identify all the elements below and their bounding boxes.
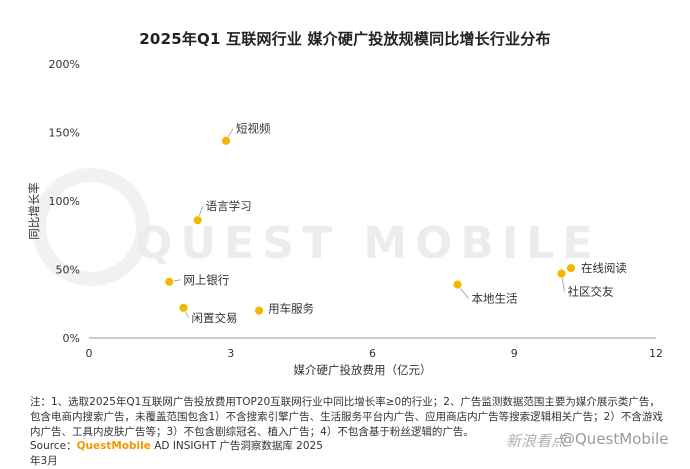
handle-watermark: @QuestMobile — [560, 430, 669, 448]
data-point-label: 闲置交易 — [192, 311, 238, 325]
x-tick-label: 9 — [511, 347, 518, 360]
data-point — [164, 276, 175, 287]
y-tick-label: 150% — [49, 127, 80, 140]
data-point-label: 网上银行 — [183, 273, 229, 287]
data-point-label: 社区交友 — [568, 285, 614, 299]
footnote: 注：1、选取2025年Q1互联网广告投放费用TOP20互联网行业中同比增长率≥0… — [30, 396, 663, 438]
source-prefix: Source： — [30, 440, 77, 452]
data-point — [192, 215, 203, 226]
y-tick-label: 0% — [63, 332, 80, 345]
y-tick-label: 100% — [49, 195, 80, 208]
y-tick-label: 200% — [49, 58, 80, 71]
data-point-label: 用车服务 — [268, 302, 314, 316]
data-point-label: 在线阅读 — [581, 261, 627, 275]
scatter-chart: 0 3 6 9 12 0% 50% 100% 150% 200% 媒介硬广投放费用（亿元） 同比增长率… — [27, 58, 663, 377]
chart-title: 2025年Q1 互联网行业 媒介硬广投放规模同比增长行业分布 — [139, 30, 551, 48]
data-point — [254, 305, 265, 316]
x-tick-label: 0 — [86, 347, 93, 360]
data-point-label: 语言学习 — [206, 199, 252, 213]
data-point — [556, 268, 567, 279]
data-point-label: 短视频 — [236, 122, 271, 136]
sina-watermark: 新浪看点 — [506, 432, 567, 450]
source-brand: QuestMobile — [76, 440, 151, 452]
data-point — [566, 263, 576, 274]
x-axis-label: 媒介硬广投放费用（亿元） — [294, 363, 432, 377]
x-tick-label: 12 — [649, 347, 663, 360]
x-tick-label: 3 — [227, 347, 234, 360]
data-point — [221, 135, 231, 146]
y-tick-label: 50% — [56, 264, 80, 277]
source-line: Source：QuestMobile AD INSIGHT 广告洞察数据库 20… — [30, 439, 330, 469]
data-point-label: 本地生活 — [472, 292, 518, 306]
data-point — [452, 279, 463, 290]
background-watermark: QUEST MOBILE — [135, 218, 601, 269]
x-tick-label: 6 — [369, 347, 376, 360]
y-axis-label: 同比增长率 — [27, 182, 41, 240]
data-point — [178, 302, 189, 313]
